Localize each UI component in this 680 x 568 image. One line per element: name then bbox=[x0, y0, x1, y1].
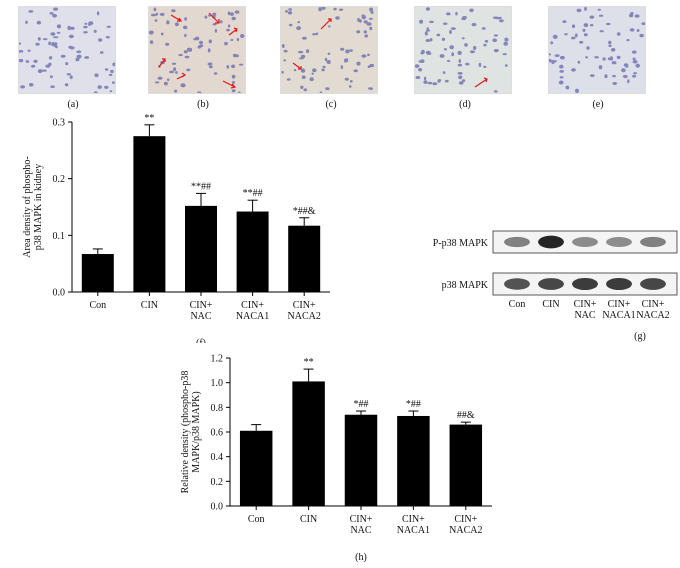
panel-label: (f) bbox=[196, 338, 206, 343]
bar bbox=[185, 205, 217, 292]
bar bbox=[397, 415, 430, 506]
blot-row-label: P-p38 MAPK bbox=[433, 238, 489, 249]
y-tick-label: 1.0 bbox=[211, 378, 224, 389]
significance-label: ##& bbox=[457, 410, 475, 421]
x-tick-label: CIN bbox=[141, 300, 158, 311]
blot-band bbox=[504, 236, 530, 248]
y-tick-label: 0.0 bbox=[53, 288, 66, 299]
western-blot-g: P-p38 MAPK43 kdp38 MAPK43 kdConCINCIN+NA… bbox=[433, 230, 678, 342]
panel-label-d: (d) bbox=[459, 99, 471, 110]
y-axis-label: Area density of phospho-p38 MAPK in kidn… bbox=[22, 156, 44, 257]
bar-chart-h: 0.0 0.2 0.4 0.6 0.8 1.0 1.2 Relative density (p… bbox=[180, 354, 492, 563]
bar bbox=[288, 225, 321, 292]
significance-label: **## bbox=[191, 181, 211, 192]
panel-label-e: (e) bbox=[592, 99, 604, 110]
blot-row-label: p38 MAPK bbox=[442, 280, 489, 291]
x-tick-label: CIN bbox=[300, 514, 317, 525]
y-tick-label: 0.0 bbox=[211, 502, 224, 513]
significance-label: *## bbox=[354, 399, 369, 410]
blot-band bbox=[572, 277, 598, 291]
blot-band bbox=[538, 235, 564, 249]
panel-label: (g) bbox=[634, 331, 646, 342]
significance-label: *##& bbox=[293, 206, 316, 217]
x-tick-label: Con bbox=[89, 300, 106, 311]
blot-band bbox=[538, 278, 564, 290]
x-tick-label: CIN+ NACA2 bbox=[449, 514, 482, 536]
significance-label: ** bbox=[144, 113, 154, 124]
significance-label: ** bbox=[304, 357, 314, 368]
panel-label-b: (b) bbox=[197, 99, 209, 110]
panel-label-c: (c) bbox=[325, 99, 337, 110]
blot-lane-label: CIN+ NACA1 bbox=[602, 299, 635, 321]
bar bbox=[292, 381, 325, 506]
x-tick-label: Con bbox=[248, 514, 265, 525]
blot-band bbox=[504, 278, 530, 290]
x-tick-label: CIN+ NACA1 bbox=[397, 514, 430, 536]
blot-band bbox=[640, 236, 666, 248]
y-tick-label: 0.2 bbox=[53, 174, 66, 185]
micrograph-b-image bbox=[149, 7, 245, 93]
x-tick-label: CIN+ NACA2 bbox=[288, 300, 321, 322]
panel-label-a: (a) bbox=[67, 99, 79, 110]
blot-lane-label: CIN bbox=[542, 299, 559, 310]
micrograph-c bbox=[280, 6, 378, 94]
significance-label: *## bbox=[406, 399, 421, 410]
blot-lane-label: CIN+ NAC bbox=[574, 299, 597, 321]
blot-lane-label: CIN+ NACA2 bbox=[636, 299, 669, 321]
bar bbox=[344, 414, 378, 506]
blot-band bbox=[640, 278, 666, 290]
blot-band bbox=[606, 277, 632, 291]
y-tick-label: 0.2 bbox=[211, 477, 224, 488]
micrograph-b bbox=[148, 6, 246, 94]
x-tick-label: CIN+ NAC bbox=[350, 514, 373, 536]
y-tick-label: 0.1 bbox=[53, 231, 66, 242]
bar-chart-f: 0.0 0.1 0.2 0.3 Area density of phospho-p38 … bbox=[22, 113, 330, 343]
panel-label: (h) bbox=[355, 552, 367, 563]
bar bbox=[236, 211, 269, 292]
bar bbox=[81, 254, 114, 292]
y-tick-label: 0.4 bbox=[211, 452, 224, 463]
y-axis-label: Relative density (phospho-p38MAPK/p38 MA… bbox=[180, 371, 202, 494]
significance-label: **## bbox=[243, 188, 263, 199]
y-tick-label: 0.6 bbox=[211, 428, 224, 439]
bar bbox=[449, 424, 483, 506]
micrograph-d bbox=[414, 6, 512, 94]
y-tick-label: 0.8 bbox=[211, 403, 224, 414]
bar bbox=[133, 136, 166, 292]
micrograph-e-image bbox=[549, 7, 645, 93]
x-tick-label: CIN+ NAC bbox=[190, 300, 213, 322]
blot-band bbox=[606, 237, 632, 247]
x-tick-label: CIN+ NACA1 bbox=[236, 300, 269, 322]
micrograph-d-image bbox=[415, 7, 511, 93]
micrograph-a bbox=[18, 6, 116, 94]
y-tick-label: 0.3 bbox=[53, 118, 66, 129]
y-tick-label: 1.2 bbox=[211, 354, 224, 365]
micrograph-c-image bbox=[281, 7, 377, 93]
bar bbox=[239, 430, 273, 506]
blot-lane-label: Con bbox=[509, 299, 526, 310]
micrograph-e bbox=[548, 6, 646, 94]
blot-band bbox=[572, 237, 598, 247]
micrograph-a-image bbox=[19, 7, 115, 93]
